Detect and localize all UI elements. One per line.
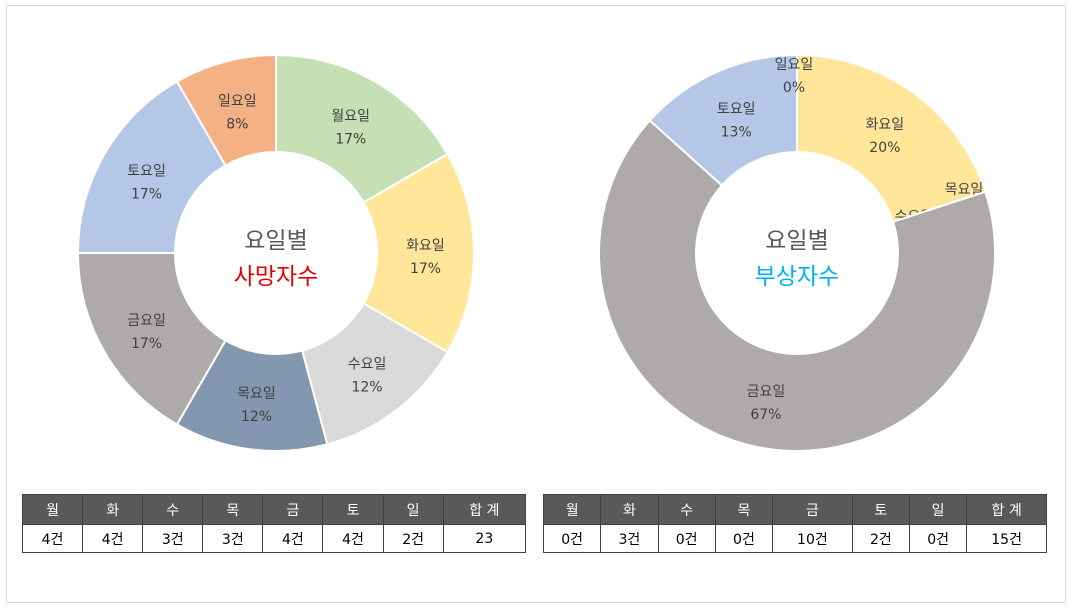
header-cell: 일 [382, 494, 444, 525]
value-cell: 4건 [82, 524, 144, 553]
slice-percent-label: 8% [226, 117, 248, 133]
injury-donut-chart: 월요일0%화요일20%수요일0%목요일0%금요일67%토요일13%일요일0%요일… [598, 53, 996, 452]
slice-category-label: 수요일 [348, 357, 387, 373]
value-cell: 3건 [142, 524, 204, 553]
slice-category-label: 월요일 [331, 109, 370, 125]
header-cell: 월 [21, 494, 84, 525]
injury-count-table: 월 화 수 목 금 토 일 합 계 0건 3건 0건 0건 10건 2건 0건 … [542, 494, 1047, 553]
slice-category-label: 토요일 [717, 101, 756, 117]
header-cell: 합 계 [442, 494, 527, 525]
value-cell: 2건 [851, 524, 910, 553]
slice-category-label: 화요일 [406, 238, 445, 254]
value-cell: 0건 [542, 524, 602, 553]
slice-금요일 [76, 252, 227, 426]
value-cell: 3건 [600, 524, 659, 553]
value-cell: 10건 [772, 524, 853, 553]
slice-category-label: 목요일 [237, 386, 276, 402]
header-cell: 목 [714, 494, 774, 525]
slice-화요일 [362, 152, 475, 354]
slice-percent-label: 12% [351, 380, 382, 396]
header-cell: 월 [542, 494, 602, 525]
header-cell: 금 [262, 494, 324, 525]
center-title: 요일별 [765, 228, 828, 254]
slice-월요일 [275, 53, 449, 204]
value-cell: 23 [442, 524, 527, 553]
center-subtitle: 부상자수 [755, 264, 840, 290]
value-cell: 4건 [21, 524, 84, 553]
value-cell: 0건 [714, 524, 774, 553]
header-cell: 금 [772, 494, 853, 525]
death-donut-chart: 월요일 17% 화요일 17% 수요일 12% 목요일 12% 금요일 17% 토요일 17% 일요일 8… [76, 53, 475, 452]
center-subtitle: 사망자수 [234, 264, 319, 290]
value-cell: 2건 [382, 524, 444, 553]
value-cell: 0건 [908, 524, 968, 553]
slice-percent-label: 13% [721, 124, 752, 140]
slice-category-label: 일요일 [775, 57, 814, 73]
header-cell: 목 [202, 494, 264, 525]
table-row: 0건 3건 0건 0건 10건 2건 0건 15건 [542, 524, 1047, 553]
slice-percent-label: 17% [131, 186, 162, 202]
slice-일요일 [175, 53, 277, 167]
slice-percent-label: 17% [335, 132, 366, 148]
header-cell: 화 [600, 494, 659, 525]
slice-percent-label: 12% [241, 409, 272, 425]
header-cell: 일 [908, 494, 968, 525]
slice-금요일 [598, 119, 996, 452]
table-row: 4건 4건 3건 3건 4건 4건 2건 23 [21, 524, 527, 553]
header-cell: 토 [851, 494, 910, 525]
slice-category-label: 금요일 [127, 313, 166, 329]
slice-category-label: 토요일 [127, 163, 166, 179]
slice-percent-label: 17% [410, 261, 441, 277]
value-cell: 4건 [322, 524, 384, 553]
value-cell: 0건 [657, 524, 716, 553]
slice-percent-label: 0% [783, 80, 805, 96]
header-cell: 합 계 [966, 494, 1047, 525]
slice-percent-label: 67% [750, 407, 781, 423]
header-cell: 수 [142, 494, 204, 525]
table-header-row: 월 화 수 목 금 토 일 합 계 [542, 494, 1047, 525]
slice-percent-label: 20% [869, 140, 900, 156]
slice-category-label: 화요일 [866, 117, 905, 133]
table-header-row: 월 화 수 목 금 토 일 합 계 [21, 494, 527, 525]
slice-토요일 [76, 80, 227, 254]
slice-category-label: 금요일 [747, 384, 786, 400]
value-cell: 4건 [262, 524, 324, 553]
value-cell: 15건 [966, 524, 1047, 553]
slice-percent-label: 17% [131, 336, 162, 352]
slice-화요일 [796, 53, 987, 224]
slice-토요일 [648, 53, 798, 187]
header-cell: 수 [657, 494, 716, 525]
slice-category-label: 목요일 [945, 182, 984, 198]
header-cell: 화 [82, 494, 144, 525]
slice-category-label: 일요일 [218, 94, 257, 110]
center-title: 요일별 [244, 228, 307, 254]
value-cell: 3건 [202, 524, 264, 553]
header-cell: 토 [322, 494, 384, 525]
death-count-table: 월 화 수 목 금 토 일 합 계 4건 4건 3건 3건 4건 4건 2건 2… [21, 494, 527, 553]
